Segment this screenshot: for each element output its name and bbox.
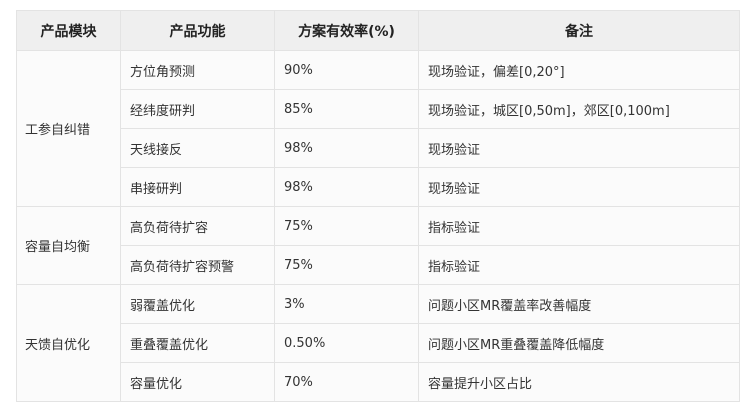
note-cell: 指标验证 — [418, 245, 740, 285]
header-module: 产品模块 — [16, 10, 121, 51]
note-cell: 现场验证，偏差[0,20°] — [418, 50, 740, 90]
header-rate: 方案有效率(%) — [274, 10, 419, 51]
rate-cell: 75% — [274, 206, 419, 246]
header-note: 备注 — [418, 10, 740, 51]
table-row: 天馈自优化 弱覆盖优化 3% 问题小区MR覆盖率改善幅度 — [16, 284, 740, 402]
feature-cell: 经纬度研判 — [120, 89, 275, 129]
module-cell: 天馈自优化 — [16, 284, 121, 402]
feature-cell: 天线接反 — [120, 128, 275, 168]
module-cell: 工参自纠错 — [16, 50, 121, 207]
rate-cell: 90% — [274, 50, 419, 90]
note-cell: 现场验证 — [418, 167, 740, 207]
note-cell: 容量提升小区占比 — [418, 362, 740, 402]
note-cell: 问题小区MR覆盖率改善幅度 — [418, 284, 740, 324]
feature-cell: 高负荷待扩容预警 — [120, 245, 275, 285]
feature-cell: 弱覆盖优化 — [120, 284, 275, 324]
note-cell: 指标验证 — [418, 206, 740, 246]
table-row: 容量优化 70% 容量提升小区占比 — [17, 362, 740, 402]
feature-cell: 重叠覆盖优化 — [120, 323, 275, 363]
table-row: 经纬度研判 85% 现场验证，城区[0,50m]，郊区[0,100m] — [17, 89, 740, 129]
feature-cell: 方位角预测 — [120, 50, 275, 90]
table-row: 天线接反 98% 现场验证 — [17, 128, 740, 168]
rate-cell: 75% — [274, 245, 419, 285]
table-row: 串接研判 98% 现场验证 — [17, 167, 740, 207]
table-row: 工参自纠错 方位角预测 90% 现场验证，偏差[0,20°] — [16, 50, 740, 207]
note-cell: 现场验证 — [418, 128, 740, 168]
rate-cell: 98% — [274, 167, 419, 207]
table-row: 高负荷待扩容预警 75% 指标验证 — [17, 245, 740, 285]
module-cell: 容量自均衡 — [16, 206, 121, 285]
table-row: 重叠覆盖优化 0.50% 问题小区MR重叠覆盖降低幅度 — [17, 323, 740, 363]
feature-cell: 串接研判 — [120, 167, 275, 207]
note-cell: 问题小区MR重叠覆盖降低幅度 — [418, 323, 740, 363]
rate-cell: 3% — [274, 284, 419, 324]
feature-cell: 容量优化 — [120, 362, 275, 402]
rate-cell: 0.50% — [274, 323, 419, 363]
table-row: 容量自均衡 高负荷待扩容 75% 指标验证 — [16, 206, 740, 285]
rate-cell: 85% — [274, 89, 419, 129]
feature-cell: 高负荷待扩容 — [120, 206, 275, 246]
note-cell: 现场验证，城区[0,50m]，郊区[0,100m] — [418, 89, 740, 129]
rate-cell: 98% — [274, 128, 419, 168]
header-feature: 产品功能 — [120, 10, 275, 51]
header-row: 产品模块 产品功能 方案有效率(%) 备注 — [16, 10, 740, 51]
product-table: 产品模块 产品功能 方案有效率(%) 备注 工参自纠错 方位角预测 90% 现场验证，… — [16, 10, 740, 402]
rate-cell: 70% — [274, 362, 419, 402]
